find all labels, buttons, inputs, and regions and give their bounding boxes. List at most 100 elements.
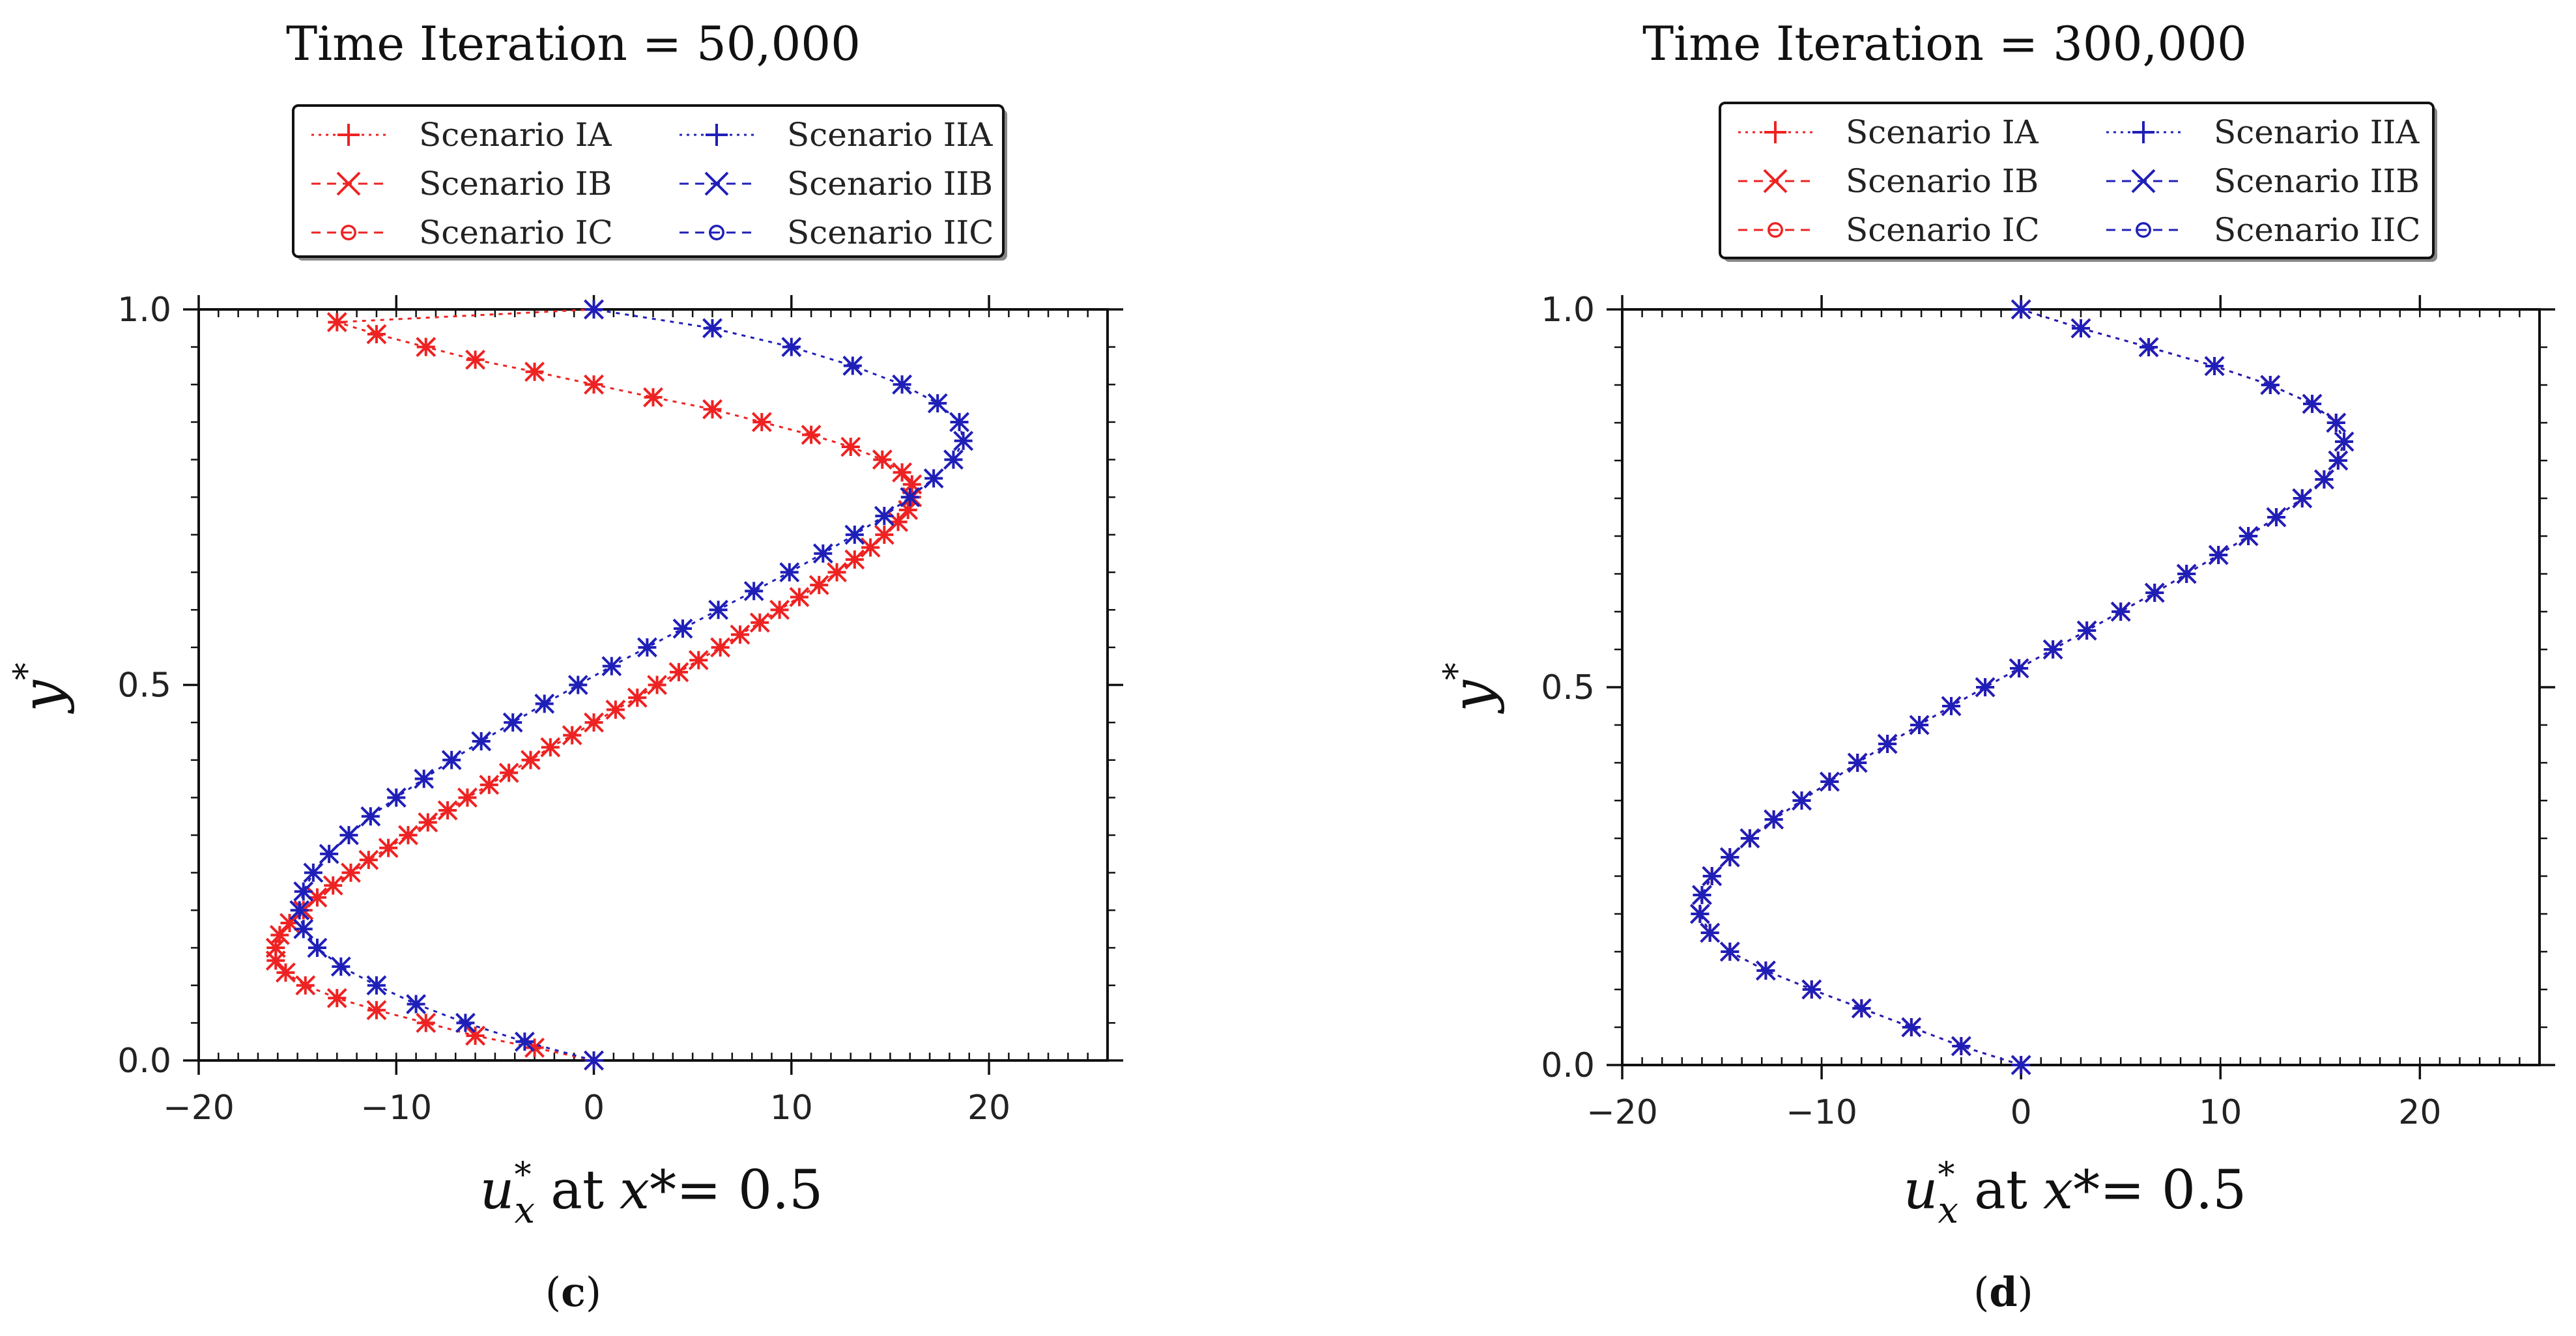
data-point-plus-marker (379, 838, 398, 857)
x-tick-label: 0 (2011, 1093, 2032, 1132)
data-point-plus-marker (584, 1051, 603, 1070)
legend-label: Scenario IIA (787, 116, 993, 154)
data-point-plus-marker (648, 675, 666, 694)
data-point-plus-marker (416, 337, 435, 356)
legend-label: Scenario IIC (787, 214, 994, 251)
data-point-plus-marker (2078, 621, 2097, 640)
data-point-plus-marker (308, 939, 326, 958)
x-axis-label-part: at (551, 1159, 604, 1221)
data-point-plus-marker (944, 450, 963, 469)
data-point-plus-marker (2209, 546, 2228, 564)
data-point-plus-marker (2303, 395, 2322, 413)
data-point-plus-marker (703, 400, 722, 419)
data-point-plus-marker (2111, 603, 2130, 621)
data-point-plus-marker (339, 826, 358, 845)
data-point-plus-marker (1693, 886, 1711, 904)
y-axis-label-var: y (1440, 679, 1506, 715)
data-point-plus-marker (782, 337, 801, 356)
data-point-plus-marker (1764, 810, 1783, 829)
data-point-plus-marker (367, 1001, 386, 1019)
data-point-plus-marker (673, 619, 692, 638)
data-point-plus-marker (845, 525, 864, 544)
series-line (298, 308, 965, 1062)
data-point-plus-marker (703, 319, 722, 337)
legend-marker (337, 124, 360, 146)
data-point-plus-marker (902, 475, 921, 494)
data-point-plus-marker (1700, 924, 1719, 942)
panel-label: (d) (1973, 1268, 2033, 1316)
data-point-plus-marker (458, 788, 477, 807)
data-point-plus-marker (500, 763, 519, 782)
data-point-plus-marker (1691, 905, 1710, 923)
data-point-plus-marker (1976, 678, 1995, 696)
data-point-plus-marker (466, 350, 485, 369)
x-axis-label-part: x (1938, 1189, 1958, 1232)
data-point-plus-marker (606, 700, 625, 719)
x-axis-label-part: u (1904, 1159, 1938, 1221)
data-point-plus-marker (790, 588, 809, 606)
data-point-plus-marker (2044, 640, 2063, 659)
data-point-plus-marker (1792, 791, 1811, 810)
legend-marker (1764, 121, 1786, 143)
y-axis-label: y* (1436, 662, 1506, 715)
data-point-plus-marker (875, 525, 894, 544)
y-axis-label-var: y (10, 679, 76, 715)
x-tick-label: 10 (2199, 1093, 2242, 1132)
data-point-plus-marker (1721, 943, 1739, 961)
chart-title: Time Iteration = 300,000 (1642, 16, 2247, 71)
data-point-plus-marker (843, 356, 862, 375)
x-tick-label: 10 (770, 1088, 813, 1128)
data-point-plus-marker (1952, 1037, 1971, 1055)
data-point-plus-marker (628, 689, 647, 707)
data-point-plus-marker (893, 463, 911, 482)
x-axis-label-part: x (2043, 1159, 2073, 1221)
legend-marker (1767, 222, 1783, 238)
data-point-plus-marker (535, 694, 554, 713)
data-point-plus-marker (320, 844, 339, 863)
series-scenario-II (1689, 299, 2354, 1075)
data-point-plus-marker (1740, 829, 1759, 847)
data-point-plus-marker (367, 325, 386, 344)
data-point-plus-marker (442, 750, 461, 769)
x-axis-label-part: at (1974, 1159, 2027, 1221)
data-point-plus-marker (1721, 848, 1739, 866)
x-axis-label-part: *= 0.5 (650, 1159, 823, 1221)
y-axis-label: y* (6, 662, 76, 715)
x-axis-label-part: * (514, 1156, 531, 1195)
legend-label: Scenario IC (419, 214, 613, 251)
data-point-plus-marker (418, 813, 437, 832)
data-point-plus-marker (359, 851, 378, 870)
data-point-plus-marker (521, 750, 540, 769)
data-point-plus-marker (2012, 1056, 2031, 1074)
chart-panel-c: Time Iteration = 50,000 −20 −10 0 10 20 0.0 0.5… (6, 16, 1123, 1316)
y-tick-label: 0.5 (117, 666, 171, 705)
data-point-plus-marker (770, 601, 789, 619)
data-point-plus-marker (928, 394, 947, 413)
data-point-plus-marker (873, 450, 892, 469)
data-point-plus-marker (1852, 999, 1871, 1017)
data-point-plus-marker (2239, 527, 2258, 545)
data-point-plus-marker (841, 437, 860, 456)
x-tick-label: −20 (163, 1088, 235, 1128)
data-point-plus-marker (294, 920, 313, 939)
data-point-plus-marker (296, 976, 315, 995)
data-point-plus-marker (504, 713, 522, 732)
series-scenario-II (289, 299, 974, 1071)
y-tick-label: 0.0 (117, 1042, 171, 1081)
data-point-plus-marker (541, 738, 560, 757)
data-point-plus-marker (328, 313, 347, 332)
data-point-plus-marker (2267, 508, 2285, 526)
data-point-plus-marker (730, 625, 749, 644)
data-point-plus-marker (893, 375, 911, 394)
x-axis-label-part: u (480, 1159, 515, 1221)
data-point-plus-marker (367, 976, 386, 995)
data-point-plus-marker (584, 713, 603, 732)
data-point-plus-marker (328, 989, 347, 1008)
x-tick-label: 0 (583, 1088, 605, 1128)
data-point-plus-marker (752, 412, 771, 431)
data-point-plus-marker (814, 544, 833, 563)
data-point-plus-marker (438, 801, 457, 820)
legend-marker (336, 171, 361, 196)
data-point-plus-marker (569, 675, 588, 694)
data-point-plus-marker (669, 662, 688, 681)
